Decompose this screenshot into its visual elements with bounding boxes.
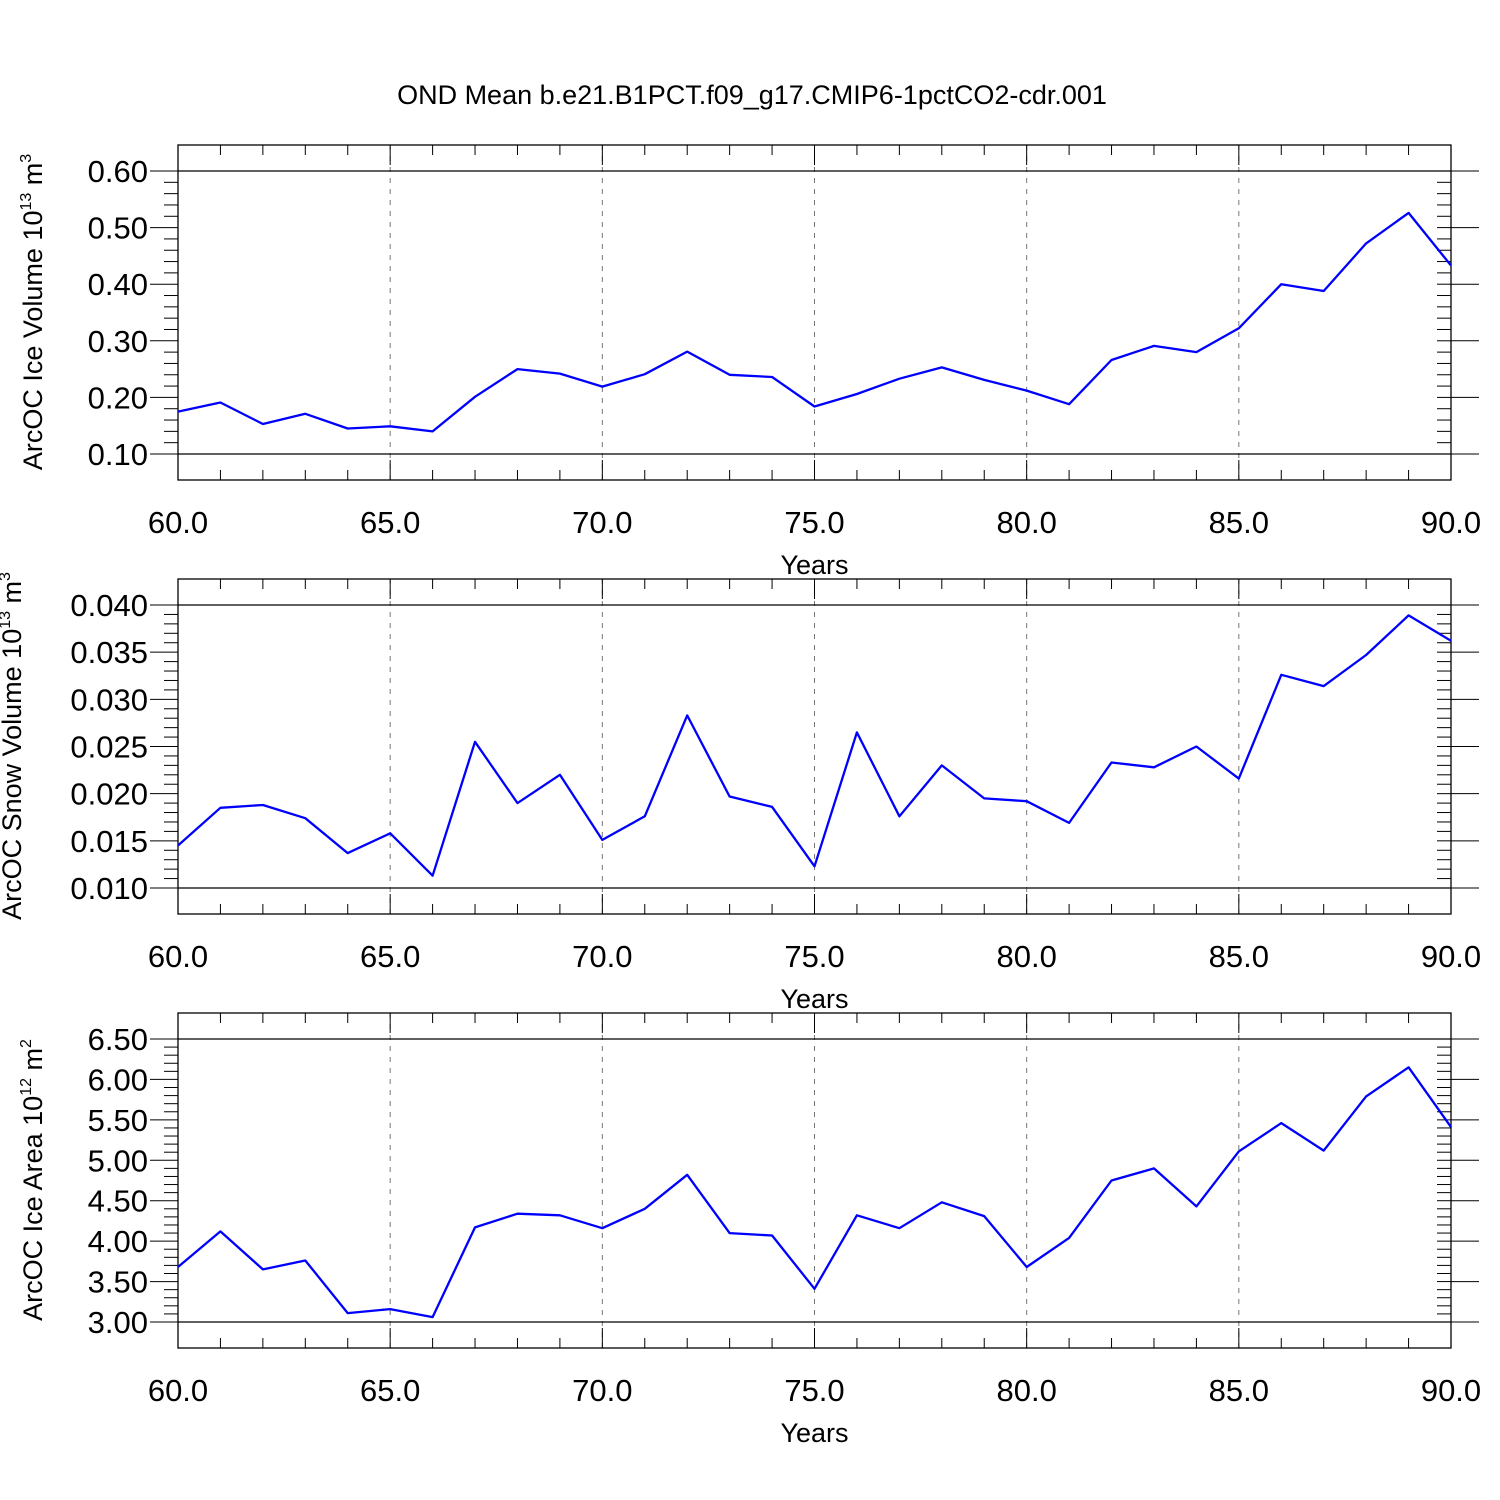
- x-tick-label: 80.0: [996, 1373, 1056, 1408]
- y-tick-label: 3.50: [88, 1265, 148, 1300]
- panel-2: 0.010 0.015 0.020 0.025 0.030 0.035 0.040 60.0 6…: [0, 572, 1481, 1014]
- y-axis-label: ArcOC Ice Area 1012 m2: [18, 1039, 48, 1321]
- x-tick-label: 90.0: [1421, 505, 1481, 540]
- y-tick-label: 0.10: [88, 437, 148, 472]
- x-tick-label: 80.0: [996, 939, 1056, 974]
- y-tick-label: 0.20: [88, 380, 148, 415]
- y-tick-label: 0.40: [88, 267, 148, 302]
- x-tick-label: 90.0: [1421, 1373, 1481, 1408]
- x-tick-label: 60.0: [148, 939, 208, 974]
- x-tick-label: 90.0: [1421, 939, 1481, 974]
- y-axis-label: ArcOC Snow Volume 1013 m3: [0, 572, 27, 920]
- x-tick-label: 75.0: [784, 1373, 844, 1408]
- y-tick-label: 0.010: [70, 871, 148, 906]
- x-tick-label: 60.0: [148, 505, 208, 540]
- y-tick-label: 0.035: [70, 635, 148, 670]
- y-tick-label: 0.030: [70, 682, 148, 717]
- x-axis-label: Years: [780, 984, 848, 1014]
- x-tick-label: 70.0: [572, 1373, 632, 1408]
- x-tick-label: 85.0: [1209, 505, 1269, 540]
- y-tick-label: 0.60: [88, 154, 148, 189]
- y-axis-label: ArcOC Ice Volume 1013 m3: [18, 154, 48, 470]
- x-tick-label: 75.0: [784, 939, 844, 974]
- x-tick-label: 60.0: [148, 1373, 208, 1408]
- y-tick-label: 5.50: [88, 1103, 148, 1138]
- x-axis-label: Years: [780, 1418, 848, 1448]
- panel-1: 0.10 0.20 0.30 0.40 0.50 0.60 60.0 65.0 70.0 75.0…: [18, 144, 1481, 580]
- y-tick-label: 0.020: [70, 777, 148, 812]
- x-tick-label: 65.0: [360, 939, 420, 974]
- y-tick-label: 0.50: [88, 211, 148, 246]
- x-tick-label: 65.0: [360, 1373, 420, 1408]
- x-axis-label: Years: [780, 550, 848, 580]
- y-tick-label: 4.50: [88, 1184, 148, 1219]
- x-tick-label: 85.0: [1209, 1373, 1269, 1408]
- panel-3: 3.00 3.50 4.00 4.50 5.00 5.50 6.00 6.50 60.0 65.0…: [18, 1012, 1481, 1448]
- y-tick-label: 5.00: [88, 1143, 148, 1178]
- y-tick-label: 0.040: [70, 588, 148, 623]
- x-tick-label: 80.0: [996, 505, 1056, 540]
- y-tick-label: 4.00: [88, 1224, 148, 1259]
- x-tick-label: 85.0: [1209, 939, 1269, 974]
- x-tick-label: 65.0: [360, 505, 420, 540]
- y-tick-label: 0.30: [88, 324, 148, 359]
- x-tick-label: 70.0: [572, 505, 632, 540]
- y-tick-label: 3.00: [88, 1305, 148, 1340]
- series-line: [177, 211, 1452, 433]
- chart-title: OND Mean b.e21.B1PCT.f09_g17.CMIP6-1pctC…: [397, 80, 1107, 110]
- series-line: [177, 614, 1452, 877]
- y-tick-label: 6.00: [88, 1062, 148, 1097]
- series-line: [177, 1066, 1452, 1319]
- x-tick-label: 70.0: [572, 939, 632, 974]
- y-tick-label: 0.025: [70, 730, 148, 765]
- y-tick-label: 0.015: [70, 824, 148, 859]
- y-tick-label: 6.50: [88, 1022, 148, 1057]
- x-tick-label: 75.0: [784, 505, 844, 540]
